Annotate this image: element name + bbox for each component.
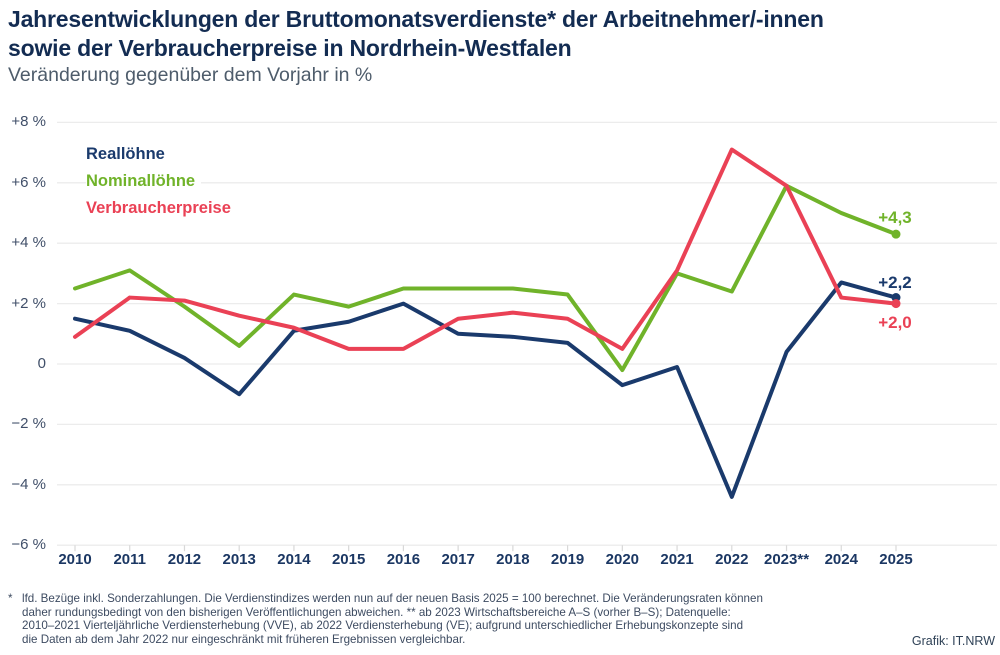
series-end-label-2: +2,0 xyxy=(878,312,912,332)
x-axis-label: 2016 xyxy=(386,551,421,568)
footnote-line: 2010–2021 Vierteljährliche Verdiensterhe… xyxy=(22,619,744,632)
x-axis-label: 2010 xyxy=(58,551,92,568)
y-axis-label: +2 % xyxy=(11,294,46,312)
footnote-marker: * xyxy=(8,592,13,605)
x-axis-label: 2024 xyxy=(824,551,858,568)
x-axis-label: 2015 xyxy=(331,551,366,568)
x-axis-label: 2021 xyxy=(660,551,694,568)
x-axis-label: 2020 xyxy=(605,551,640,568)
x-axis-label: 2013 xyxy=(222,551,256,568)
y-axis-label: −4 % xyxy=(11,475,46,493)
title-line-1: Jahresentwicklungen der Bruttomonatsverd… xyxy=(8,6,824,32)
y-axis-label: +4 % xyxy=(11,234,46,252)
footnote-line: daher rundungsbedingt von den bisherigen… xyxy=(22,605,731,619)
legend-item-nominalloehne: Nominallöhne xyxy=(86,172,202,190)
series-line-2 xyxy=(73,147,898,351)
series-end-dot-2 xyxy=(891,299,901,309)
series-end-label-0: +2,2 xyxy=(878,273,912,293)
legend-item-verbraucherpreise: Verbraucherpreise xyxy=(86,199,237,217)
x-axis-label: 2018 xyxy=(496,551,530,568)
credit-label: Grafik: IT.NRW xyxy=(911,634,995,648)
title-line-2: sowie der Verbraucherpreise in Nordrhein… xyxy=(8,35,572,61)
x-axis-label: 2023** xyxy=(763,551,810,568)
y-axis-label: +8 % xyxy=(11,113,46,131)
footnote-text: lfd. Bezüge inkl. Sonderzahlungen. Die V… xyxy=(22,592,763,646)
x-axis-label: 2019 xyxy=(550,551,585,568)
page-title: Jahresentwicklungen der Bruttomonatsverd… xyxy=(8,5,998,63)
x-axis-label: 2022 xyxy=(715,551,749,568)
x-axis-label: 2011 xyxy=(113,551,146,568)
y-axis-label: 0 xyxy=(37,355,46,372)
footnote-line: lfd. Bezüge inkl. Sonderzahlungen. Die V… xyxy=(22,592,763,605)
series-line-1 xyxy=(73,183,898,373)
chart-subtitle: Veränderung gegenüber dem Vorjahr in % xyxy=(8,64,373,86)
series-line-0 xyxy=(73,280,898,499)
legend-item-realloehne: Reallöhne xyxy=(86,145,171,163)
chart-legend: Reallöhne Nominallöhne Verbraucherpreise xyxy=(86,145,237,217)
series-end-label-1: +4,3 xyxy=(878,208,912,228)
y-axis-label: −6 % xyxy=(11,536,46,554)
x-axis-label: 2017 xyxy=(441,551,475,568)
x-axis-label: 2025 xyxy=(879,551,913,568)
x-axis-label: 2014 xyxy=(277,551,311,568)
y-axis-label: +6 % xyxy=(11,173,46,191)
footnote: * lfd. Bezüge inkl. Sonderzahlungen. Die… xyxy=(8,592,763,646)
y-axis-label: −2 % xyxy=(11,415,46,433)
footnote-line: die Daten ab dem Jahr 2022 nur eingeschr… xyxy=(22,632,466,646)
x-axis-label: 2012 xyxy=(167,551,202,568)
series-end-dot-1 xyxy=(891,229,901,239)
